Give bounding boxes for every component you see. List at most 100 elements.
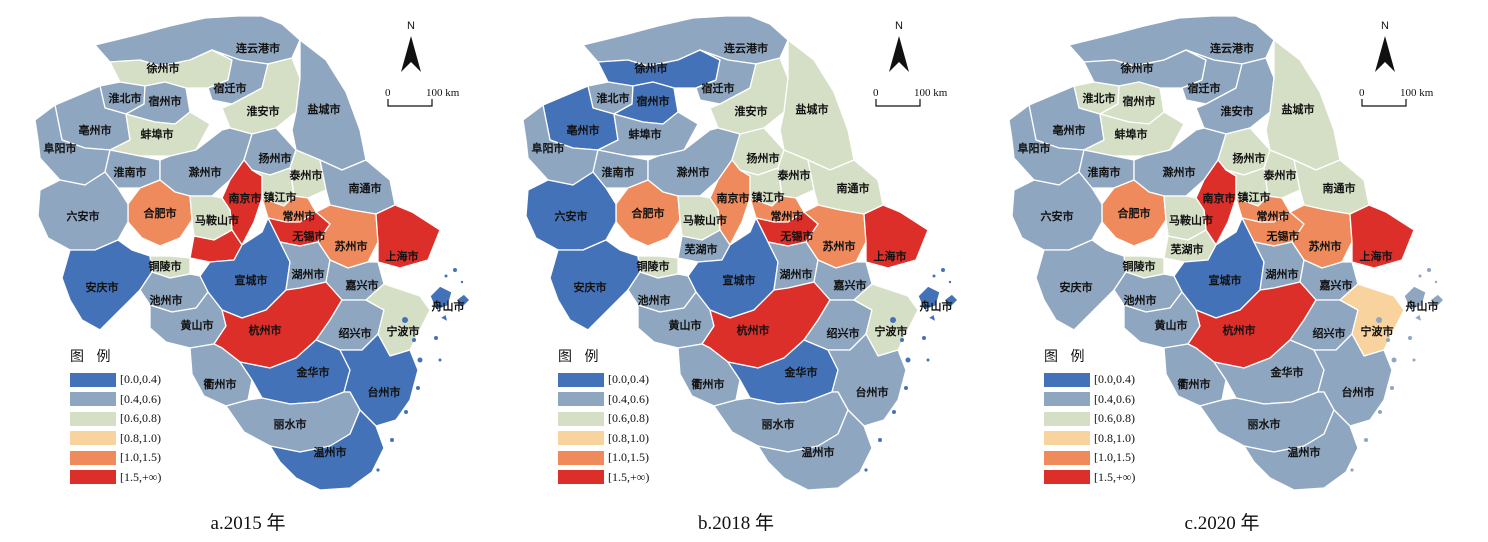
city-label: 盐城市 xyxy=(796,102,829,116)
legend-item: [0.6,0.8) xyxy=(1044,409,1135,429)
city-label: 蚌埠市 xyxy=(1115,127,1148,141)
city-region xyxy=(429,285,471,323)
legend-label: [0.8,1.0) xyxy=(120,430,161,445)
city-label: 舟山市 xyxy=(432,299,465,313)
city-label: 衢州市 xyxy=(692,377,725,391)
legend-item: [0.4,0.6) xyxy=(558,390,649,410)
island-shape xyxy=(864,468,868,472)
legend-item: [0.0,0.4) xyxy=(1044,370,1135,390)
map-panel-2015: 连云港市 徐州市 宿迁市 淮北市 宿州市 淮安市 盐城市 亳州市 蚌埠市 阜阳市 淮南市 滁州市 扬州市… xyxy=(0,0,496,542)
city-region xyxy=(1083,111,1185,157)
legend-swatch xyxy=(558,372,604,387)
legend-swatch xyxy=(1044,411,1090,426)
city-label: 淮南市 xyxy=(1088,165,1121,179)
islands xyxy=(376,268,464,472)
legend-label: [0.8,1.0) xyxy=(608,430,649,445)
city-label: 铜陵市 xyxy=(148,259,182,273)
legend-item: [1.0,1.5) xyxy=(70,448,161,468)
panel-caption: b.2018 年 xyxy=(697,513,774,534)
city-label: 淮安市 xyxy=(735,104,768,118)
city-label: 安庆市 xyxy=(574,280,607,294)
city-label: 上海市 xyxy=(874,249,907,263)
city-region xyxy=(1181,49,1243,105)
city-label: 金华市 xyxy=(1270,365,1304,379)
island-shape xyxy=(376,468,380,472)
island-shape xyxy=(416,386,420,390)
city-label: 六安市 xyxy=(67,209,100,223)
legend: 图 例 [0.0,0.4) [0.4,0.6) [0.6,0.8) [0.8,1… xyxy=(558,346,649,487)
city-label: 淮南市 xyxy=(602,165,635,179)
city-label: 杭州市 xyxy=(737,323,770,337)
legend-title: 图 例 xyxy=(1044,349,1089,365)
city-label: 台州市 xyxy=(1342,385,1375,399)
city-label: 宿州市 xyxy=(637,94,670,108)
city-label: 南通市 xyxy=(349,181,382,195)
city-label: 嘉兴市 xyxy=(345,278,379,292)
legend-label: [0.0,0.4) xyxy=(120,372,161,387)
city-label: 南京市 xyxy=(1203,191,1236,205)
city-label: 淮北市 xyxy=(109,91,142,105)
city-label: 铜陵市 xyxy=(1122,259,1156,273)
island-shape xyxy=(434,336,438,340)
city-label: 镇江市 xyxy=(1238,190,1271,204)
island-shape xyxy=(1376,317,1382,323)
legend-label: [1.5,+∞) xyxy=(1094,469,1136,484)
island-shape xyxy=(890,317,896,323)
city-label: 宿州市 xyxy=(1123,94,1156,108)
legend-swatch xyxy=(70,431,116,446)
city-label: 徐州市 xyxy=(634,61,668,75)
city-label: 苏州市 xyxy=(1309,239,1342,253)
city-label: 无锡市 xyxy=(780,229,814,243)
legend-label: [0.4,0.6) xyxy=(120,391,161,406)
legend-item: [0.0,0.4) xyxy=(558,370,649,390)
city-label: 黄山市 xyxy=(181,318,214,332)
city-label: 嘉兴市 xyxy=(833,278,867,292)
island-shape xyxy=(460,280,464,284)
legend-swatch xyxy=(1044,470,1090,485)
island-shape xyxy=(1386,338,1390,342)
city-label: 湖州市 xyxy=(1266,267,1299,281)
city-label: 连云港市 xyxy=(724,41,768,55)
city-region xyxy=(207,49,269,105)
legend-title: 图 例 xyxy=(558,349,603,365)
legend-label: [1.0,1.5) xyxy=(1094,450,1135,465)
legend-swatch xyxy=(1044,450,1090,465)
city-label: 宿迁市 xyxy=(1188,81,1221,95)
north-arrow: N xyxy=(889,20,909,72)
city-region xyxy=(1403,285,1445,323)
scale-bar-line xyxy=(875,99,921,107)
city-region xyxy=(917,285,959,323)
city-label: 扬州市 xyxy=(259,151,292,165)
city-label: 宿迁市 xyxy=(214,81,247,95)
city-label: 淮北市 xyxy=(1083,91,1116,105)
legend-item: [1.5,+∞) xyxy=(1044,468,1135,488)
city-label: 连云港市 xyxy=(1210,41,1254,55)
city-label: 池州市 xyxy=(150,293,183,307)
island-shape xyxy=(1412,358,1416,362)
legend-swatch xyxy=(70,470,116,485)
island-shape xyxy=(900,338,904,342)
legend-label: [0.4,0.6) xyxy=(1094,391,1135,406)
city-label: 合肥市 xyxy=(632,206,665,220)
city-label: 滁州市 xyxy=(1163,165,1196,179)
city-label: 黄山市 xyxy=(1155,318,1188,332)
legend-label: [0.6,0.8) xyxy=(1094,411,1135,426)
city-label: 宁波市 xyxy=(1361,324,1394,338)
city-region xyxy=(597,111,699,157)
city-label: 台州市 xyxy=(856,385,889,399)
island-shape xyxy=(417,357,423,363)
city-label: 金华市 xyxy=(296,365,330,379)
city-label: 无锡市 xyxy=(1266,229,1300,243)
city-region xyxy=(1349,204,1415,269)
city-region xyxy=(37,171,129,251)
city-label: 衢州市 xyxy=(204,377,237,391)
city-label: 绍兴市 xyxy=(339,326,372,340)
legend-swatch xyxy=(558,431,604,446)
city-label: 亳州市 xyxy=(1053,123,1086,137)
city-label: 金华市 xyxy=(784,365,818,379)
north-label: N xyxy=(895,20,903,32)
